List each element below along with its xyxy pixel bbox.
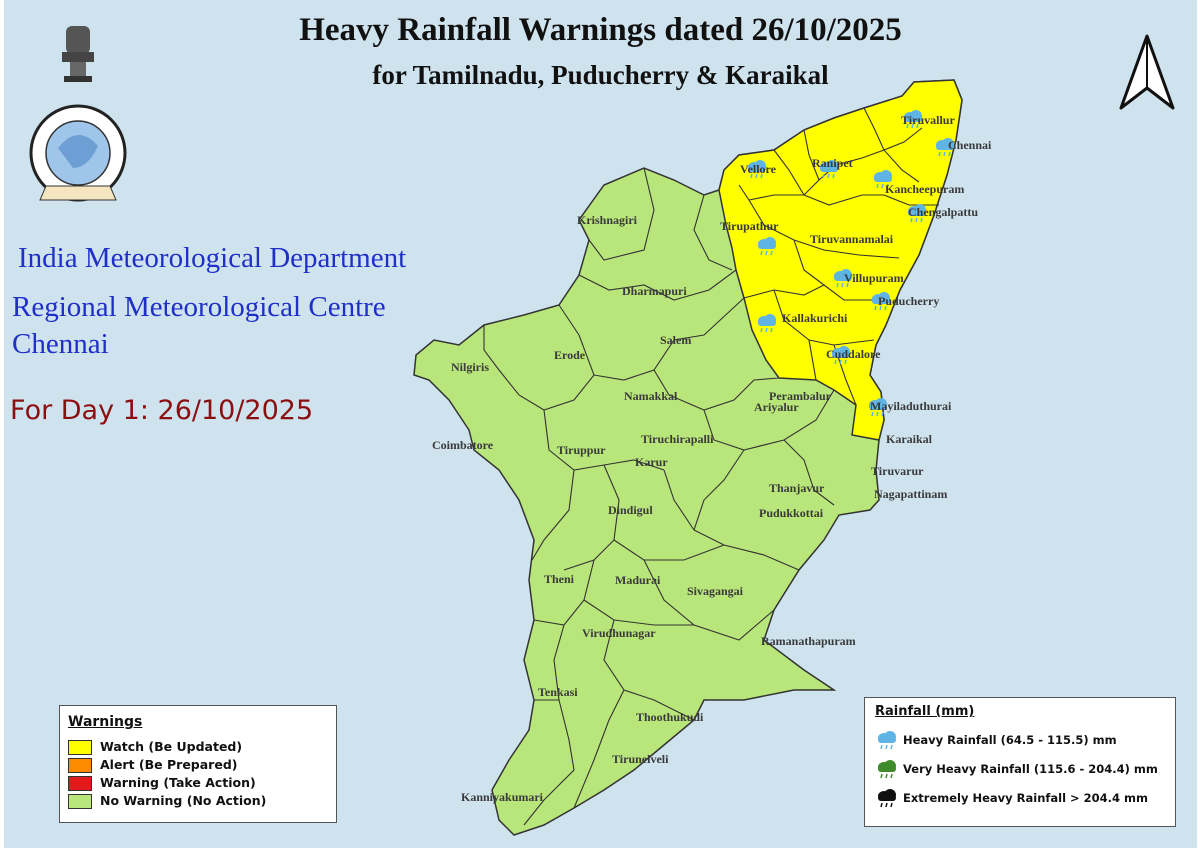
cloud-rain-blue-icon [936,138,954,157]
legend-item-alert: Alert (Be Prepared) [68,757,330,773]
legend-item-heavy: Heavy Rainfall (64.5 - 115.5) mm [875,729,1173,751]
watch-region [718,79,963,441]
district-label: Perambalur [769,389,831,403]
district-label: Chennai [948,138,992,152]
page-title: Heavy Rainfall Warnings dated 26/10/2025 [299,12,902,48]
district-label: Tiruvarur [871,464,924,478]
district-label: Cuddalore [826,347,881,361]
page-subtitle: for Tamilnadu, Puducherry & Karaikal [372,60,829,90]
district-label: Karaikal [886,432,933,446]
cloud-rain-blue-icon [904,110,922,129]
map-canvas: Heavy Rainfall Warnings dated 26/10/2025… [4,0,1197,848]
rainfall-legend-title: Rainfall (mm) [875,704,975,719]
district-label: Tiruvannamalai [810,232,894,246]
district-label: Tiruvallur [901,113,955,127]
district-label: Dindigul [608,503,653,517]
district-label: Pudukkottai [759,506,824,520]
cloud-rain-blue-icon [834,269,852,288]
cloud-rain-blue-icon [874,170,892,189]
legend-item-watch: Watch (Be Updated) [68,739,330,755]
district-label: Tirunelveli [612,752,669,766]
district-label: Thoothukudi [636,710,704,724]
district-label: Virudhunagar [582,626,656,640]
cloud-rain-blue-icon [820,160,838,179]
org-centre: Regional Meteorological Centre [12,291,386,323]
color-swatch [68,740,92,755]
cloud-rain-blue-icon [878,731,896,750]
district-label: Salem [660,333,692,347]
district-label: Kanniyakumari [461,790,544,804]
tamilnadu-map [413,79,963,836]
district-label: Mayiladuthurai [870,399,952,413]
district-label: Tiruchirapalli [641,432,714,446]
national-emblem-icon [62,26,94,82]
day-label: For Day 1: 26/10/2025 [10,395,314,426]
district-label: Villupuram [844,271,904,285]
imd-emblem-logo [18,18,138,213]
district-label: Nilgiris [451,360,489,374]
district-label: Madurai [615,573,661,587]
district-label: Tirupathur [720,219,779,233]
rainfall-legend: Rainfall (mm) Heavy Rainfall (64.5 - 115… [864,697,1176,827]
district-label: Namakkal [624,389,678,403]
cloud-rain-blue-icon [758,314,776,333]
district-label: Dharmapuri [622,284,687,298]
legend-label: Warning (Take Action) [100,775,256,790]
cloud-rain-blue-icon [748,160,766,179]
legend-label: Heavy Rainfall (64.5 - 115.5) mm [903,733,1117,747]
warnings-legend-title: Warnings [68,714,143,730]
legend-item-extremely-heavy: Extremely Heavy Rainfall > 204.4 mm [875,787,1173,809]
legend-item-very-heavy: Very Heavy Rainfall (115.6 - 204.4) mm [875,758,1173,780]
cloud-rain-blue-icon [869,398,887,417]
district-label: Nagapattinam [874,487,948,501]
district-label: Coimbatore [432,438,494,452]
cloud-rain-blue-icon [758,237,776,256]
district-label: Ariyalur [754,400,799,414]
rain-markers [748,110,954,417]
district-label: Krishnagiri [577,213,638,227]
district-label: Ramanathapuram [761,634,856,648]
legend-label: No Warning (No Action) [100,793,267,808]
org-name: India Meteorological Department [18,242,407,274]
org-city: Chennai [12,328,109,360]
district-label: Theni [544,572,575,586]
district-boundaries [483,107,939,826]
color-swatch [68,758,92,773]
color-swatch [68,794,92,809]
cloud-rain-blue-icon [832,346,850,365]
cloud-rain-black-icon [878,789,896,808]
district-label: Karur [635,455,668,469]
district-label: Tenkasi [538,685,578,699]
district-label: Chengalpattu [908,205,979,219]
legend-item-warning: Warning (Take Action) [68,775,330,791]
legend-label: Very Heavy Rainfall (115.6 - 204.4) mm [903,762,1158,776]
legend-label: Extremely Heavy Rainfall > 204.4 mm [903,791,1149,805]
legend-item-no-warning: No Warning (No Action) [68,793,330,809]
warnings-legend: Warnings Watch (Be Updated) Alert (Be Pr… [59,705,337,823]
district-label: Thanjavur [769,481,825,495]
legend-label: Watch (Be Updated) [100,739,243,754]
cloud-rain-blue-icon [872,292,890,311]
district-label: Ranipet [812,156,853,170]
district-label: Erode [554,348,586,362]
district-label: Sivagangai [687,584,744,598]
district-label: Vellore [740,162,776,176]
district-label: Tiruppur [557,443,606,457]
color-swatch [68,776,92,791]
cloud-rain-green-icon [878,760,896,779]
district-label: Kallakurichi [782,311,848,325]
district-label: Kancheepuram [885,182,965,196]
legend-label: Alert (Be Prepared) [100,757,238,772]
district-label: Puducherry [878,294,940,308]
cloud-rain-blue-icon [908,204,926,223]
north-arrow-icon [1117,34,1177,117]
